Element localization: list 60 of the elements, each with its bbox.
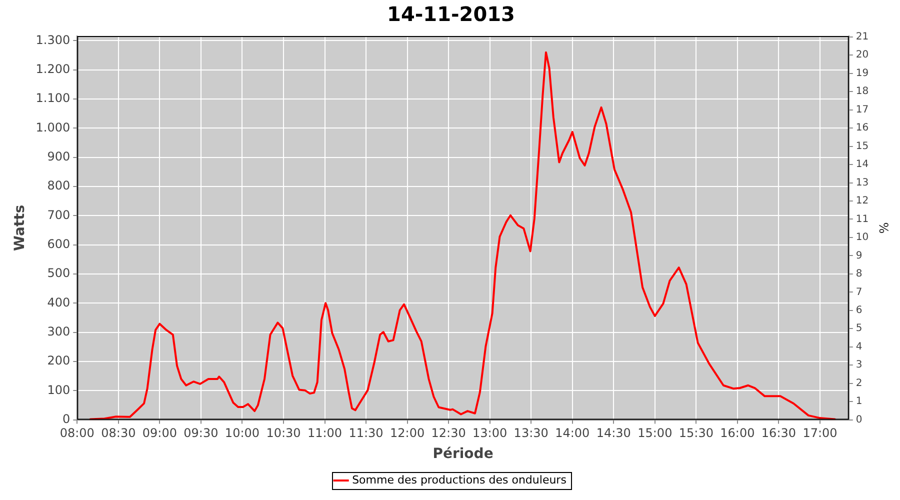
y2-tick-label: 12 <box>856 196 869 207</box>
y-tick-label: 800 <box>47 178 70 193</box>
y2-tick-label: 6 <box>856 304 862 316</box>
y-tick-label: 1.000 <box>36 120 70 134</box>
x-tick-label: 13:30 <box>514 426 548 440</box>
x-tick-label: 16:00 <box>720 426 755 440</box>
y-tick-label: 500 <box>47 266 70 280</box>
x-tick-label: 10:30 <box>266 426 301 440</box>
y-tick-label: 1.200 <box>36 62 70 76</box>
y2-tick-label: 11 <box>856 214 869 225</box>
x-tick-label: 09:30 <box>184 426 218 440</box>
x-tick-label: 11:00 <box>307 426 342 440</box>
x-tick-label: 08:00 <box>60 426 94 440</box>
y2-tick-label: 3 <box>856 360 862 371</box>
x-tick-label: 14:00 <box>555 426 590 440</box>
y-tick-label: 200 <box>47 354 70 368</box>
x-tick-label: 12:00 <box>390 426 425 440</box>
x-tick-label: 09:00 <box>142 426 177 440</box>
y-tick-label: 900 <box>47 149 70 164</box>
y-tick-label: 0 <box>62 412 70 426</box>
chart-title: 14-11-2013 <box>387 2 515 26</box>
y2-tick-label: 5 <box>856 323 862 334</box>
y-tick-label: 600 <box>47 236 70 251</box>
y2-tick-label: 18 <box>856 86 869 98</box>
legend-label: Somme des productions des onduleurs <box>352 473 567 486</box>
y2-tick-label: 17 <box>856 104 869 116</box>
y2-tick-label: 9 <box>856 250 862 262</box>
y2-tick-label: 15 <box>856 140 869 152</box>
y2-axis-title: % <box>876 222 891 234</box>
y-tick-label: 100 <box>47 382 70 397</box>
y2-tick-label: 7 <box>856 286 862 298</box>
x-tick-label: 16:30 <box>761 426 796 440</box>
y2-tick-label: 20 <box>856 50 869 61</box>
y-tick-label: 1.300 <box>36 32 70 47</box>
x-tick-label: 15:00 <box>638 426 672 440</box>
y-axis-title: Watts <box>12 204 28 251</box>
x-tick-label: 10:00 <box>224 426 260 440</box>
y-tick-label: 700 <box>47 208 70 222</box>
x-tick-label: 15:30 <box>678 426 714 440</box>
y2-tick-label: 10 <box>856 232 869 244</box>
x-tick-label: 17:00 <box>802 426 838 440</box>
y-tick-label: 1.100 <box>36 91 70 106</box>
x-tick-label: 13:00 <box>472 426 508 440</box>
y2-tick-label: 0 <box>856 414 862 426</box>
y2-tick-label: 16 <box>856 122 869 134</box>
x-tick-label: 08:30 <box>101 426 136 440</box>
y-tick-label: 300 <box>47 324 70 338</box>
x-tick-label: 12:30 <box>431 426 466 440</box>
y2-tick-label: 8 <box>856 268 862 280</box>
y2-tick-label: 13 <box>856 177 869 188</box>
x-axis-title: Période <box>432 446 494 462</box>
x-tick-label: 11:30 <box>348 426 384 440</box>
y2-tick-label: 19 <box>856 68 869 79</box>
y2-tick-label: 4 <box>856 341 862 352</box>
y2-tick-label: 2 <box>856 378 862 389</box>
y2-tick-label: 14 <box>856 159 869 170</box>
y-tick-label: 400 <box>47 295 70 310</box>
x-tick-label: 14:30 <box>596 426 631 440</box>
y2-tick-label: 21 <box>856 32 869 43</box>
y2-tick-label: 1 <box>856 396 862 408</box>
